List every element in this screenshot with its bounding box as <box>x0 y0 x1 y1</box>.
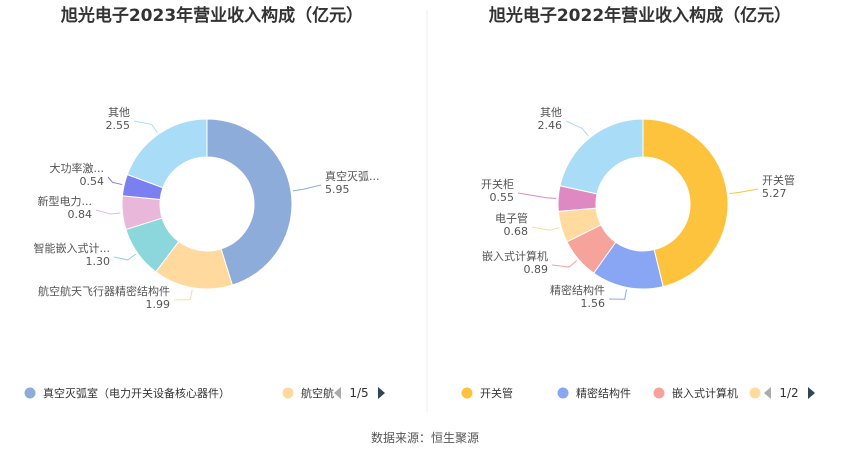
slice-label: 新型电力... <box>38 194 93 208</box>
legend-label: 开关管 <box>480 386 513 400</box>
slice-value-label: 0.68 <box>504 225 529 238</box>
pie-chart-2: 旭光电子2022年营业收入构成（亿元）开关管5.27精密结构件1.56嵌入式计算… <box>461 5 815 400</box>
slice-label: 智能嵌入式计... <box>34 241 111 255</box>
data-source-text: 数据来源：恒生聚源 <box>371 430 479 445</box>
slice-label: 精密结构件 <box>550 283 605 297</box>
leader-line <box>95 209 121 215</box>
legend-item[interactable]: 嵌入式计算机 <box>653 386 739 400</box>
chart-title: 旭光电子2022年营业收入构成（亿元） <box>488 5 791 26</box>
slice-value-label: 0.89 <box>524 263 549 276</box>
leader-line <box>292 184 322 192</box>
slice-value-label: 5.95 <box>325 183 350 196</box>
legend-label: 精密结构件 <box>576 386 631 400</box>
leader-line <box>133 120 158 133</box>
legend-next-arrow-icon[interactable] <box>808 387 815 399</box>
legend-label: 真空灭弧室（电力开关设备核心器件） <box>43 386 230 400</box>
slice-label: 开关柜 <box>481 177 514 191</box>
leader-line <box>173 289 193 301</box>
slice-value-label: 1.56 <box>581 297 606 310</box>
leader-line <box>608 289 628 300</box>
legend-marker <box>749 387 761 399</box>
legend-next-arrow-icon[interactable] <box>378 387 385 399</box>
slice-label: 航空航天飞行器精密结构件 <box>38 284 170 298</box>
slice-value-label: 1.30 <box>86 255 111 268</box>
legend-label: 航空航 <box>301 386 334 400</box>
pie-slice[interactable] <box>559 118 644 195</box>
legend-page-indicator: 1/2 <box>779 386 798 400</box>
pie-chart-1: 旭光电子2023年营业收入构成（亿元） 真空灭弧...5.95 航空航天飞行器精密结… <box>24 5 385 400</box>
legend-prev-arrow-icon[interactable] <box>334 387 341 399</box>
legend: 真空灭弧室（电力开关设备核心器件） 航空航 <box>24 386 335 400</box>
legend: 开关管 精密结构件 嵌入式计算机 <box>461 386 761 400</box>
leader-line <box>729 188 759 195</box>
leader-line <box>517 192 557 199</box>
legend-prev-arrow-icon[interactable] <box>764 387 771 399</box>
legend-marker <box>282 387 294 399</box>
leader-line <box>107 176 123 186</box>
legend-item[interactable]: 航空航 <box>282 386 335 400</box>
chart-title: 旭光电子2023年营业收入构成（亿元） <box>60 5 363 26</box>
slice-label: 嵌入式计算机 <box>482 249 548 263</box>
slice-value-label: 5.27 <box>762 187 787 200</box>
legend-item[interactable]: 精密结构件 <box>557 386 632 400</box>
legend-item[interactable] <box>749 387 761 399</box>
legend-marker <box>557 387 569 399</box>
pie-slice[interactable] <box>642 118 729 288</box>
slice-value-label: 0.84 <box>68 208 93 221</box>
slice-label: 其他 <box>108 106 130 119</box>
legend-label: 嵌入式计算机 <box>672 386 738 400</box>
slice-value-label: 1.99 <box>146 298 171 311</box>
leader-line <box>113 253 137 261</box>
pie-slice[interactable] <box>126 118 208 189</box>
leader-line <box>531 226 560 231</box>
legend-page-indicator: 1/5 <box>349 386 368 400</box>
slice-label: 真空灭弧... <box>325 169 380 183</box>
slice-value-label: 0.54 <box>80 175 105 188</box>
legend-item[interactable]: 开关管 <box>461 386 514 400</box>
leader-line <box>551 260 578 268</box>
legend-marker <box>24 387 36 399</box>
leader-line <box>565 120 589 137</box>
legend-item[interactable]: 真空灭弧室（电力开关设备核心器件） <box>24 386 231 400</box>
slice-label: 开关管 <box>762 173 795 187</box>
pie-slice[interactable] <box>206 118 293 286</box>
slice-value-label: 2.46 <box>538 119 563 132</box>
slice-value-label: 2.55 <box>106 119 131 132</box>
legend-marker <box>461 387 473 399</box>
slice-value-label: 0.55 <box>490 191 515 204</box>
slice-label: 其他 <box>540 106 562 119</box>
slice-label: 电子管 <box>495 211 528 225</box>
legend-marker <box>653 387 665 399</box>
slice-label: 大功率激... <box>50 161 105 175</box>
